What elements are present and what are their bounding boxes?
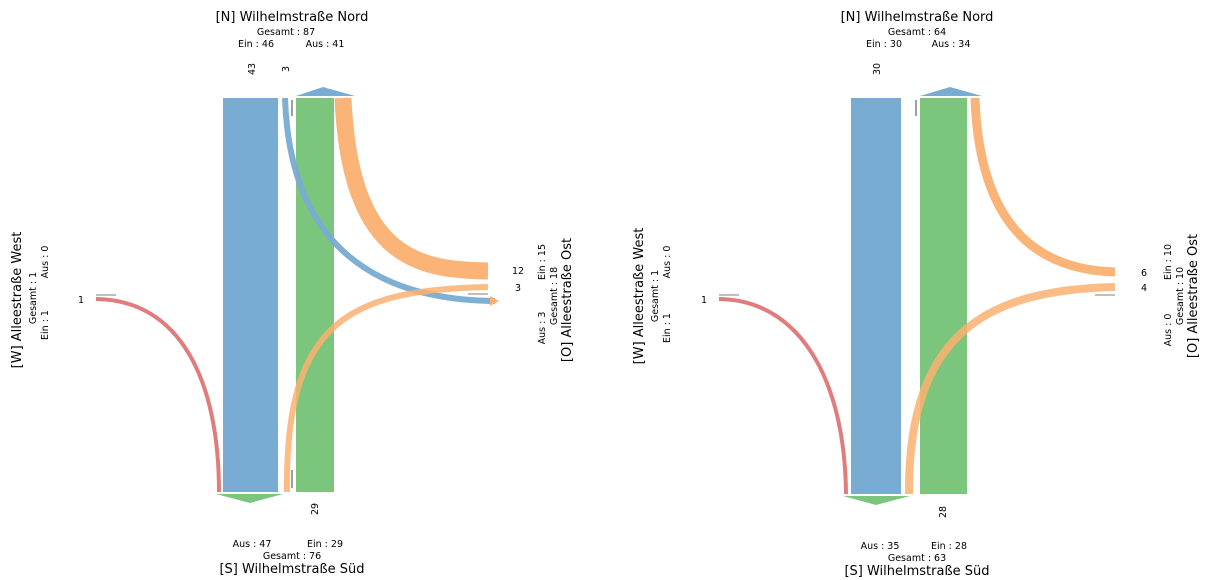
flow-label-west-to-south: 1 [78, 295, 84, 306]
flow-label-east-to-south: 4 [1141, 283, 1147, 294]
north-exit-arrow [920, 87, 982, 96]
flow-label-east-to-south: 3 [515, 283, 521, 294]
flow-band-east-to-north [334, 97, 489, 280]
west-arm-name: [W] Alleestraße West [632, 228, 647, 365]
north-arm-name: [N] Wilhelmstraße Nord [841, 10, 994, 25]
south-exit-arrow [216, 494, 283, 503]
flow-label-north-to-south: 30 [872, 63, 883, 75]
north-exit-arrow [296, 87, 355, 96]
west-arm-name: [W] Alleestraße West [10, 232, 25, 369]
intersection-diagram-1: [N] Wilhelmstraße Nord Gesamt : 87 Ein :… [10, 10, 575, 577]
flow-band-north-to-south [223, 98, 278, 492]
east-arm-out: Aus : 3 [537, 312, 548, 345]
south-arm-out: Aus : 35 [861, 541, 900, 552]
east-arm-name: [O] Alleestraße Ost [1186, 234, 1201, 358]
east-arm-total: Gesamt : 10 [1175, 267, 1186, 325]
east-arm-out: Aus : 0 [1163, 314, 1174, 347]
flow-band-west-to-south [718, 297, 848, 495]
flow-band-north-to-south [851, 98, 901, 494]
west-arm-out: Aus : 0 [662, 246, 673, 279]
east-arm-total: Gesamt : 18 [549, 267, 560, 325]
north-arm-total: Gesamt : 87 [257, 27, 315, 38]
south-arm-in: Ein : 29 [307, 539, 343, 550]
north-arm-in: Ein : 46 [238, 39, 274, 50]
east-exit-arrow [490, 296, 499, 306]
flow-band-east-to-north [970, 97, 1116, 277]
east-arm-name: [O] Alleestraße Ost [560, 238, 575, 362]
north-arm-out: Aus : 41 [306, 39, 345, 50]
flow-label-west-to-south: 1 [701, 295, 707, 306]
flow-band-south-to-north [920, 98, 967, 494]
north-arm-out: Aus : 34 [932, 39, 971, 50]
flow-label-east-to-north: 6 [1141, 268, 1147, 279]
south-arm-in: Ein : 28 [931, 541, 967, 552]
flow-band-east-to-south [283, 284, 489, 493]
flow-band-east-to-south [904, 283, 1116, 495]
flow-band-west-to-south [95, 297, 221, 493]
west-arm-in: Ein : 1 [662, 313, 673, 343]
flow-label-east-to-north: 12 [512, 266, 524, 277]
east-arm-in: Ein : 15 [537, 244, 548, 280]
south-exit-arrow [843, 496, 910, 505]
flow-label-north-to-east: 3 [281, 66, 292, 72]
west-arm-total: Gesamt : 1 [28, 272, 39, 324]
south-arm-name: [S] Wilhelmstraße Süd [219, 562, 364, 577]
west-arm-out: Aus : 0 [40, 246, 51, 279]
north-arm-total: Gesamt : 64 [888, 27, 946, 38]
flow-label-south-to-north: 28 [938, 506, 949, 518]
west-arm-total: Gesamt : 1 [650, 270, 661, 322]
east-arm-in: Ein : 10 [1163, 244, 1174, 280]
south-arm-name: [S] Wilhelmstraße Süd [844, 564, 989, 579]
intersection-diagram-2: [N] Wilhelmstraße Nord Gesamt : 64 Ein :… [632, 10, 1201, 579]
south-arm-total: Gesamt : 63 [888, 553, 946, 564]
north-arm-name: [N] Wilhelmstraße Nord [216, 10, 369, 25]
flow-label-north-to-south: 43 [247, 63, 258, 75]
flow-label-south-to-north: 29 [310, 503, 321, 515]
north-arm-in: Ein : 30 [866, 39, 902, 50]
south-arm-out: Aus : 47 [233, 539, 272, 550]
south-arm-total: Gesamt : 76 [263, 551, 321, 562]
flow-band-south-to-north [296, 98, 334, 492]
flow-band-north-to-east [282, 97, 496, 304]
west-arm-in: Ein : 1 [40, 310, 51, 340]
